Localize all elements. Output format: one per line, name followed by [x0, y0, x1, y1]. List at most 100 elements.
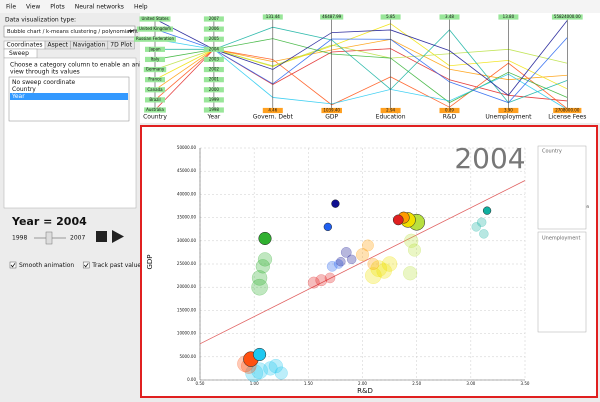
pc-label-box — [203, 87, 224, 93]
tabs: Coordinates Aspect Navigation 7D Plot — [3, 40, 135, 50]
bubble — [253, 347, 267, 362]
play-button[interactable] — [112, 230, 124, 243]
pc-line — [154, 18, 568, 96]
pc-axis-label: United Kingdom — [139, 26, 171, 31]
pc-label-box — [145, 87, 165, 93]
menu-item[interactable]: Help — [134, 4, 148, 11]
instruction-line: view through its values — [10, 69, 80, 76]
pc-axis-name: Country — [143, 114, 167, 121]
type-dropdown[interactable] — [3, 25, 136, 38]
y-tick-label: 5000.00 — [179, 354, 196, 359]
pc-axis-label: 2007 — [209, 16, 220, 21]
bubble — [257, 252, 273, 267]
bubble — [381, 256, 398, 272]
pc-label-box — [380, 107, 401, 114]
type-label: Data visualization type: — [5, 17, 76, 24]
pc-label-box — [262, 14, 283, 20]
checkmark — [10, 263, 16, 268]
pc-label-box — [203, 46, 224, 52]
menu-item[interactable]: Neural networks — [75, 4, 124, 11]
y-tick-label: 35000.00 — [177, 215, 197, 220]
y-tick-label: 50000.00 — [177, 145, 197, 150]
selected-option — [10, 93, 128, 100]
parallel-coordinates: Country United States United Kingdom Russia… — [134, 14, 586, 121]
slider-thumb[interactable] — [45, 231, 53, 245]
x-tick-label: 3.00 — [466, 381, 475, 386]
bubble — [403, 266, 418, 281]
pc-axis-name: R&D — [443, 114, 457, 121]
sweep-option[interactable]: Country — [12, 86, 36, 93]
pc-axis-name: Year — [207, 114, 221, 121]
checkbox[interactable] — [82, 261, 90, 269]
pc-axis-label: 131.44 — [266, 14, 280, 19]
pc-label-box — [144, 107, 166, 113]
country-legend — [537, 145, 587, 230]
bubble — [479, 229, 489, 239]
pc-label-box — [145, 46, 165, 52]
pc-label-box — [262, 107, 283, 114]
pc-axis-name: GDP — [325, 114, 338, 121]
pc-axis-label: 1998 — [209, 107, 220, 112]
checkbox[interactable] — [9, 261, 17, 269]
pc-axis-name: License Fees — [548, 114, 586, 121]
pc-axis-name: Govern. Debt — [253, 114, 294, 121]
pc-axis-label: Germany — [146, 67, 165, 72]
pc-label-box — [134, 36, 176, 42]
bubble — [333, 259, 344, 269]
pc-label-box — [203, 107, 224, 113]
pc-axis-label: Brazil — [149, 97, 160, 102]
bubble — [268, 358, 283, 374]
pc-axis-label: 3.90 — [504, 108, 513, 113]
sweep-option[interactable]: No sweep coordinate — [12, 79, 76, 86]
bubble — [346, 254, 357, 265]
menu: File View Plots Neural networks Help — [6, 4, 148, 11]
pc-label-box — [203, 77, 224, 83]
tab[interactable] — [107, 40, 135, 50]
menu-item[interactable]: Plots — [50, 4, 64, 11]
pc-axis-name: Unemployment — [485, 114, 532, 121]
fit-line — [199, 180, 526, 345]
bubble — [251, 362, 268, 380]
checkbox-label: Track past values — [91, 262, 144, 269]
tab-label: 7D Plot — [110, 42, 132, 49]
bubble — [355, 248, 370, 262]
pc-label-box — [145, 77, 165, 83]
pc-label-box — [203, 16, 224, 22]
pc-axis-label: 2005 — [209, 36, 220, 41]
pc-label-box — [320, 14, 344, 20]
pc-axis-label: 13.80 — [503, 14, 515, 19]
x-axis-title: R&D — [357, 387, 373, 395]
pc-label-box — [139, 16, 171, 22]
size-legend-title: Unemployment — [542, 236, 580, 242]
bubble — [255, 259, 270, 274]
menu-item[interactable]: File — [6, 4, 16, 11]
checkboxes: Smooth animation Track past values — [9, 261, 144, 269]
menu-item[interactable]: View — [26, 4, 40, 11]
pc-axis-label: 2708000.00 — [555, 108, 580, 113]
pc-axis-label: Russian Federation — [136, 36, 174, 41]
pc-axis-label: Canada — [147, 87, 163, 92]
pc-axis-label: 2002 — [209, 67, 220, 72]
pc-axis-label: 2006 — [209, 26, 220, 31]
sweep-option[interactable]: Year — [11, 93, 25, 100]
stop-button[interactable] — [96, 231, 107, 242]
pc-axis-label: 3.48 — [445, 14, 454, 19]
bubble — [336, 256, 346, 267]
bubble — [404, 233, 419, 248]
pc-label-box — [498, 14, 519, 20]
size-legend — [537, 231, 587, 333]
x-tick-label: 3.50 — [521, 381, 530, 386]
bubble — [274, 366, 288, 380]
pc-axis-label: 0.89 — [445, 108, 454, 113]
bubble — [251, 270, 268, 286]
pc-axis-label: 46487.99 — [322, 14, 342, 19]
pc-label-box — [203, 26, 224, 32]
pc-label-box — [439, 14, 460, 20]
bubble — [367, 258, 380, 270]
pc-label-box — [498, 107, 519, 114]
pc-axis-label: Japan — [148, 46, 161, 51]
y-tick-label: 25000.00 — [177, 261, 197, 266]
bubble — [307, 276, 320, 289]
bubble — [376, 263, 392, 279]
x-tick-label: 2.50 — [412, 381, 421, 386]
